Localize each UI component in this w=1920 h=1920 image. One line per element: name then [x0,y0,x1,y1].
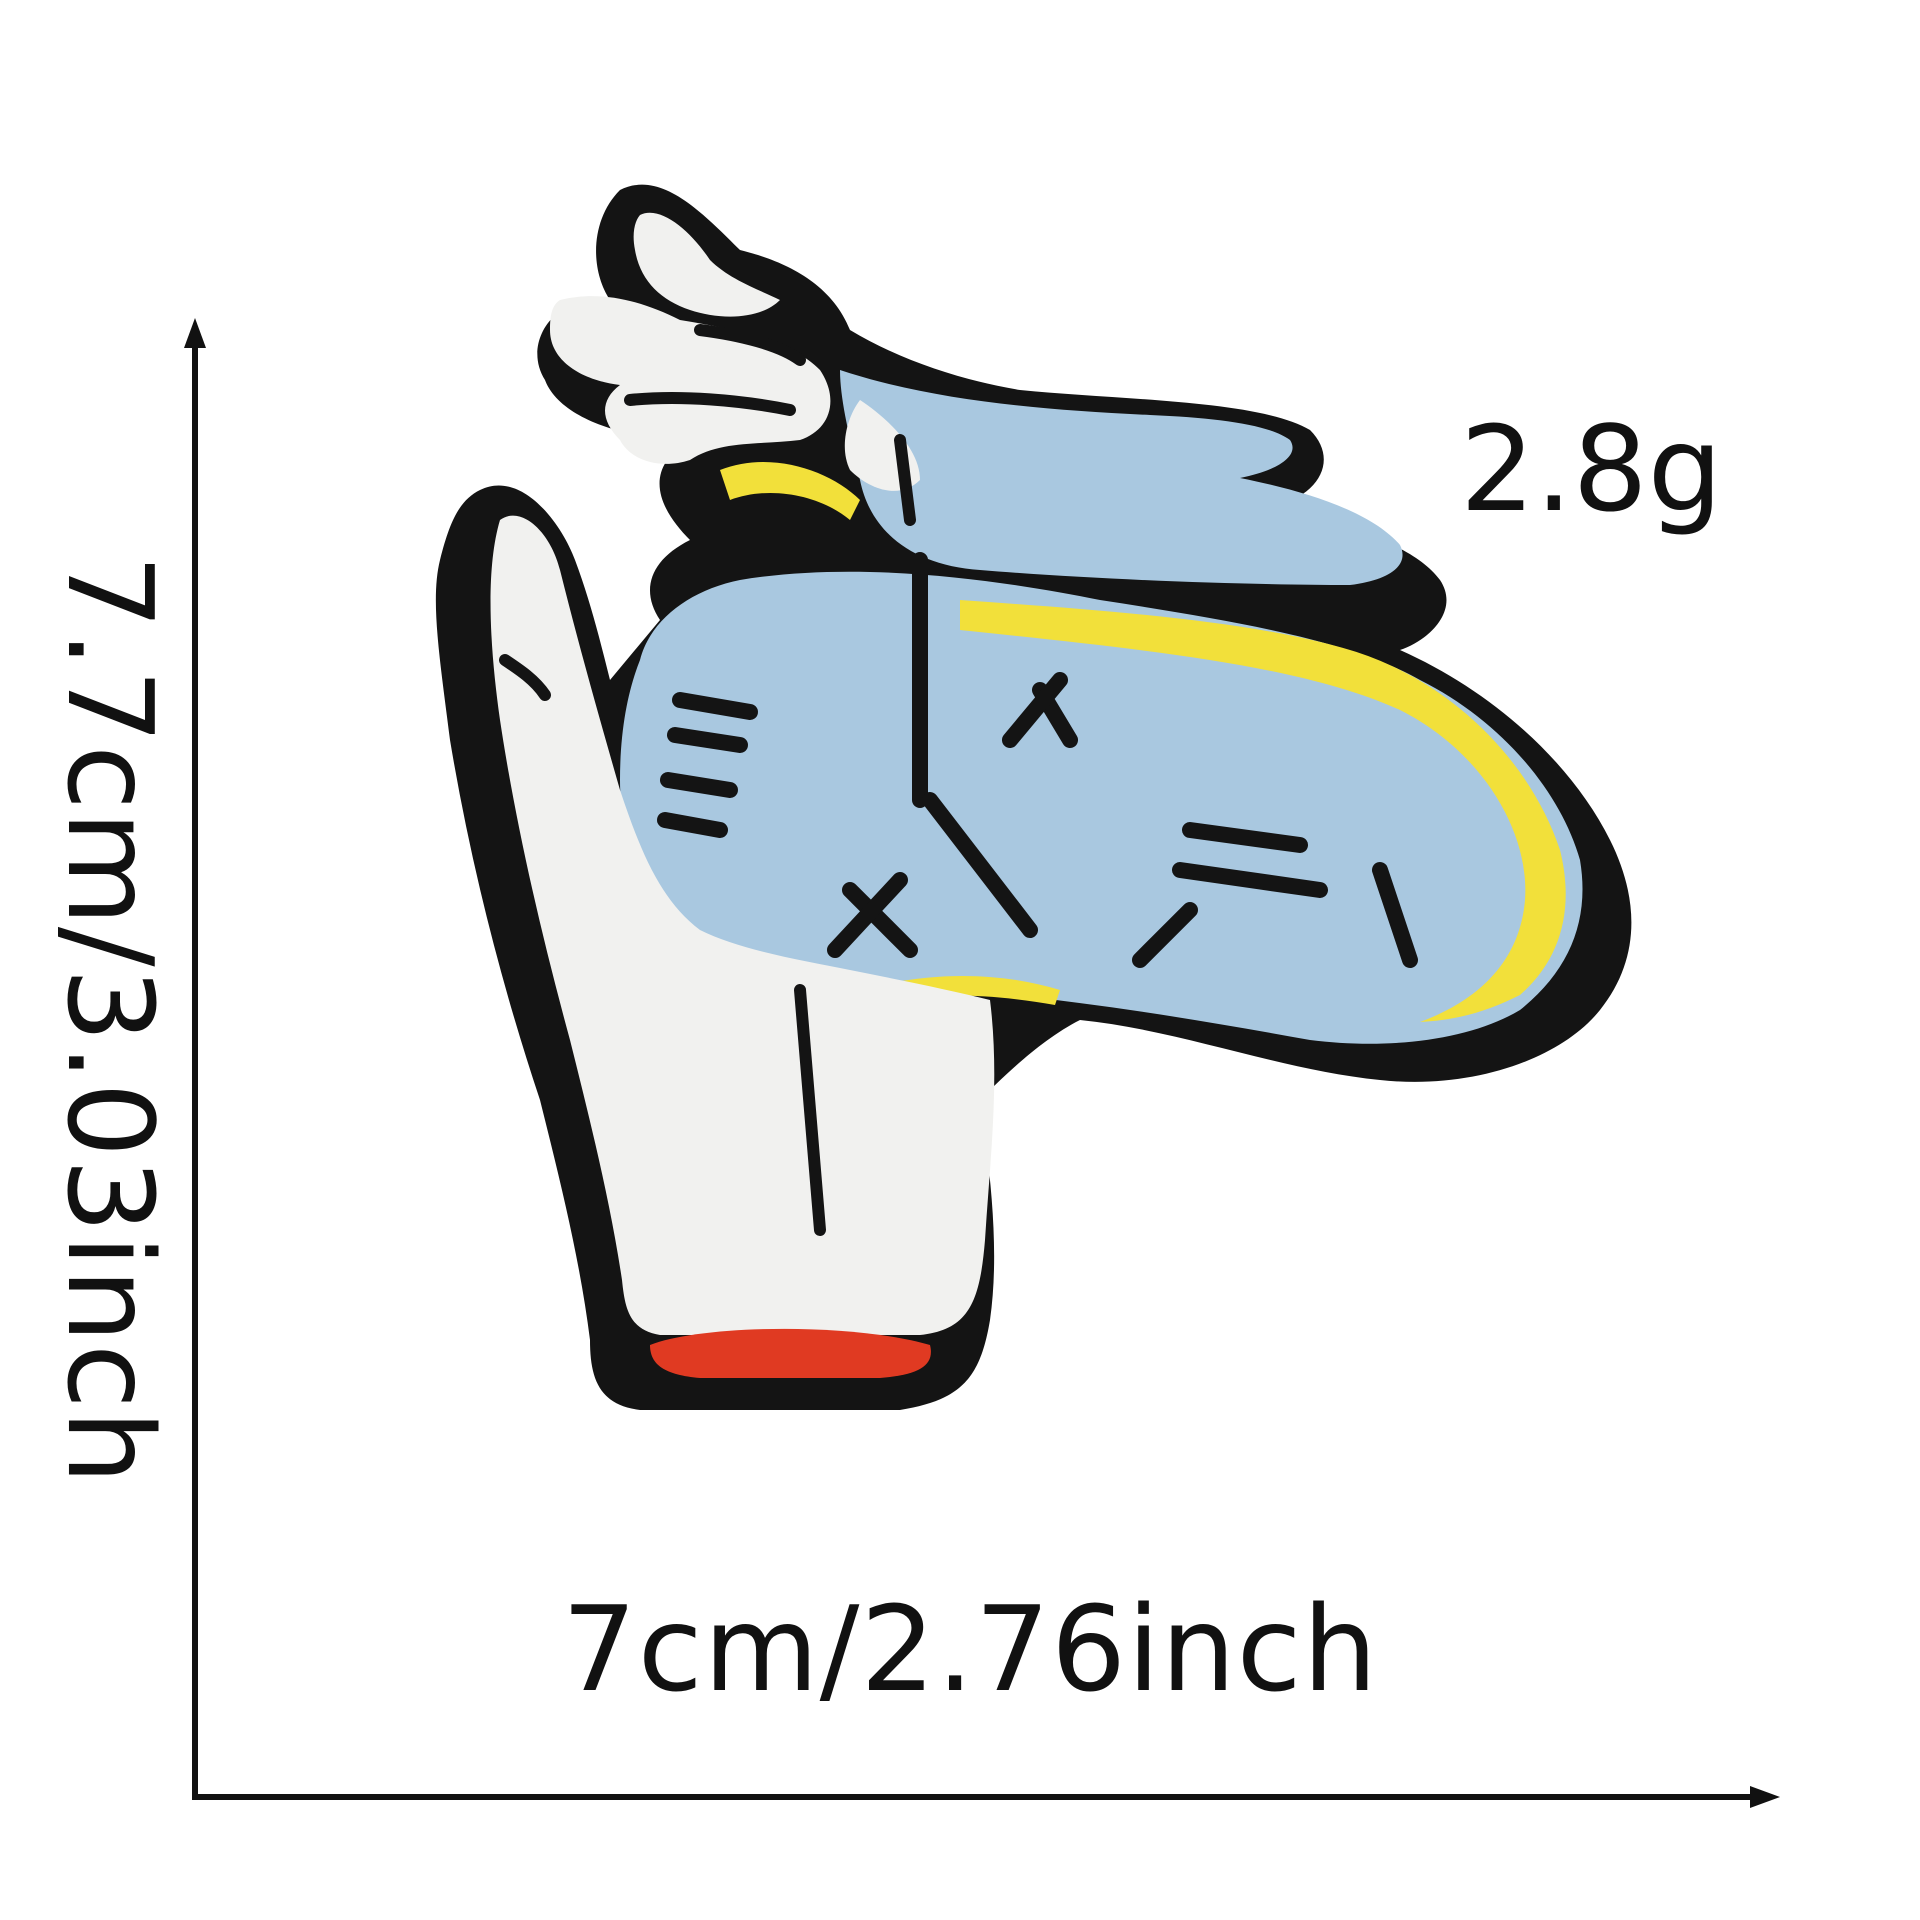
cuff [650,1329,931,1378]
melting-clock [620,370,1583,1044]
weight-label: 2.8g [1460,410,1723,528]
height-dimension-label: 7.7cm/3.03inch [51,554,169,1485]
width-dimension-label: 7cm/2.76inch [0,1590,1920,1708]
